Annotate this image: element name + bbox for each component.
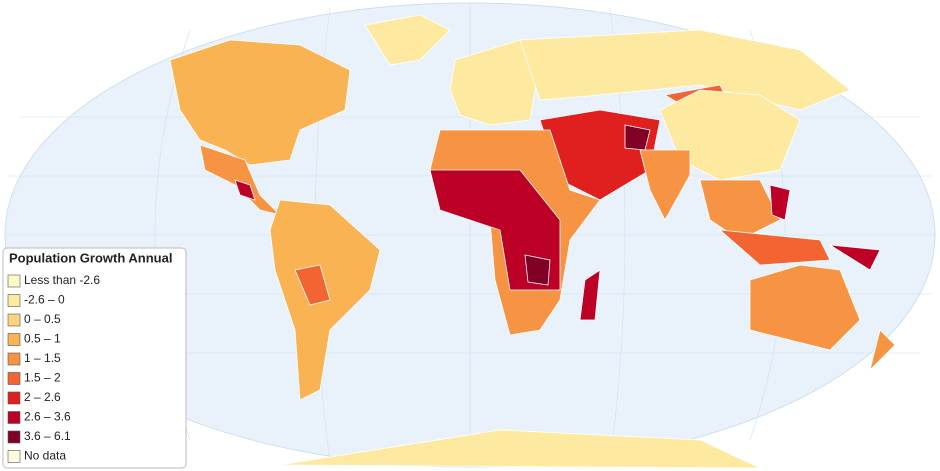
- legend-swatch: [7, 274, 21, 288]
- legend-swatch: [7, 391, 21, 405]
- legend-label: 0.5 – 1: [24, 332, 61, 346]
- country: [169, 39, 351, 166]
- country: [279, 429, 761, 469]
- country: [199, 144, 282, 216]
- legend-title: Population Growth Annual: [9, 250, 172, 265]
- country: [869, 329, 896, 372]
- legend-label: 1.5 – 2: [24, 371, 61, 385]
- legend-label: -2.6 – 0: [24, 293, 65, 307]
- legend-swatch: [7, 313, 21, 327]
- country: [519, 29, 851, 111]
- legend-box: [2, 247, 187, 469]
- legend-label: 0 – 0.5: [24, 312, 61, 326]
- legend-swatch: [7, 352, 21, 366]
- legend-label: No data: [24, 449, 66, 463]
- legend-swatch: [7, 294, 21, 307]
- country: [294, 264, 331, 306]
- country: [749, 264, 861, 351]
- legend-swatch: [7, 372, 21, 385]
- legend-label: 1 – 1.5: [24, 351, 61, 365]
- legend-swatch: [7, 430, 21, 444]
- country: [234, 179, 256, 201]
- legend-label: Less than -2.6: [24, 273, 100, 287]
- legend-swatch: [7, 333, 21, 346]
- country: [829, 244, 881, 271]
- countries: [169, 14, 896, 469]
- country: [364, 14, 451, 66]
- legend-label: 2 – 2.6: [24, 390, 61, 404]
- legend: Less than -2.6 -2.6 – 0 0 – 0.5 0.5 – 1 1 – …: [7, 273, 100, 463]
- legend-swatch: [7, 411, 21, 424]
- legend-swatch: [7, 450, 21, 463]
- country: [639, 149, 691, 221]
- country: [699, 179, 781, 241]
- country: [579, 269, 601, 321]
- country: [769, 184, 791, 221]
- legend-label: 3.6 – 6.1: [24, 429, 71, 443]
- country: [524, 254, 551, 286]
- legend-label: 2.6 – 3.6: [24, 410, 71, 424]
- country: [718, 229, 831, 266]
